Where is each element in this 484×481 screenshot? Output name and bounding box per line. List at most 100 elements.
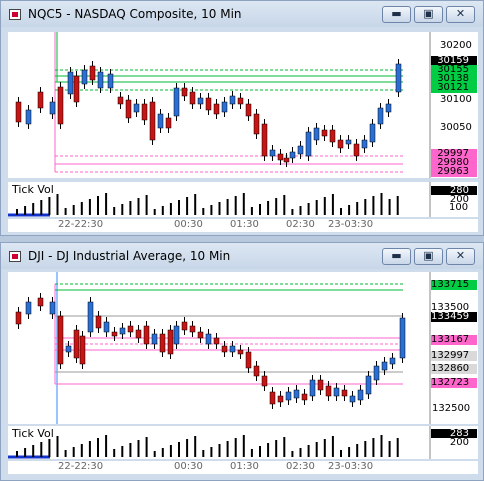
title-bar[interactable]: NQC5 - NASDAQ Composite, 10 Min ▬ ▣ ✕ — [1, 1, 483, 27]
volume-bar — [315, 200, 318, 215]
candle-body — [173, 325, 180, 345]
candle-body — [245, 351, 252, 369]
candle-body — [369, 123, 376, 143]
candle-body — [37, 91, 44, 109]
candle-body — [365, 375, 372, 395]
candle-body — [237, 349, 244, 355]
volume-bar — [113, 207, 116, 215]
candle-body — [253, 113, 260, 135]
candle-body — [373, 365, 380, 381]
candle-body — [127, 325, 134, 333]
candle-body — [165, 117, 172, 129]
price-plot[interactable]: 132500 133715 133500 133459 133167 132997 132… — [8, 272, 478, 424]
candle-body — [37, 297, 44, 307]
volume-bar — [194, 436, 197, 457]
title-bar[interactable]: DJI - DJ Industrial Average, 10 Min ▬ ▣ … — [1, 243, 483, 269]
minimize-button[interactable]: ▬ — [382, 6, 411, 23]
time-label: 22-22:30 — [58, 219, 104, 230]
volume-bar — [348, 447, 351, 457]
volume-bar — [299, 448, 302, 457]
minimize-button[interactable]: ▬ — [382, 248, 411, 265]
candle-body — [297, 145, 304, 155]
candle-body — [95, 315, 102, 329]
volume-bar — [250, 449, 253, 457]
volume-bars — [8, 426, 431, 459]
volume-panel[interactable]: Tick Vol 280 200 100 — [8, 182, 478, 217]
candle-body — [159, 333, 166, 353]
close-button[interactable]: ✕ — [446, 6, 475, 23]
volume-bar — [396, 196, 399, 215]
volume-bar — [283, 195, 286, 215]
volume-bar — [56, 436, 59, 457]
candle-body — [25, 109, 32, 125]
volume-title: Tick Vol — [12, 427, 54, 440]
y-tick: 30050 — [440, 122, 472, 133]
volume-bar — [259, 446, 261, 457]
candle-body — [167, 329, 174, 355]
candle-body — [213, 337, 220, 345]
volume-bar — [340, 208, 342, 215]
y-tick: 132500 — [432, 403, 471, 414]
candle-body — [337, 139, 344, 149]
candle-body — [277, 395, 284, 403]
candle-body — [309, 379, 316, 397]
volume-bar — [331, 194, 334, 215]
window-title: NQC5 - NASDAQ Composite, 10 Min — [28, 7, 242, 21]
price-plot[interactable]: 30200 30100 30050 30159 30155 30138 30121 29… — [8, 32, 478, 178]
candle-body — [79, 335, 86, 365]
candle-body — [149, 101, 156, 141]
volume-bar — [234, 196, 237, 215]
volume-bar — [145, 195, 148, 215]
price-level-tag: 29963 — [431, 167, 477, 177]
candle-body — [325, 385, 332, 397]
candle-body — [49, 101, 56, 115]
volume-bar — [153, 451, 156, 457]
volume-panel[interactable]: Tick Vol 283 200 — [8, 426, 478, 459]
candle-body — [157, 113, 164, 129]
volume-bar — [16, 209, 18, 215]
volume-bar — [72, 447, 75, 457]
candle-body — [103, 321, 110, 333]
volume-bar — [380, 435, 383, 457]
candle-body — [361, 139, 368, 149]
volume-bar — [226, 199, 229, 215]
candle-body — [49, 301, 56, 315]
volume-bar — [323, 197, 326, 215]
time-label: 23-03:30 — [328, 461, 374, 472]
volume-value-tag: 283 — [431, 429, 477, 439]
candle-body — [399, 317, 406, 359]
plot-area — [8, 32, 431, 178]
volume-bar — [40, 200, 43, 215]
candle-body — [381, 361, 388, 371]
volume-bar — [348, 205, 351, 215]
volume-bar — [259, 204, 261, 215]
price-level-tag: 133500 — [431, 303, 477, 313]
volume-bars — [8, 182, 431, 217]
time-label: 23-03:30 — [328, 219, 374, 230]
close-button[interactable]: ✕ — [446, 248, 475, 265]
volume-bar — [105, 193, 108, 215]
candle-body — [229, 95, 236, 105]
volume-bar — [364, 441, 367, 457]
price-level-tag: 133167 — [431, 335, 477, 345]
candle-body — [345, 139, 352, 145]
time-label: 01:30 — [230, 461, 259, 472]
volume-value-tag: 200 — [431, 195, 477, 205]
maximize-button[interactable]: ▣ — [414, 6, 443, 23]
volume-bar — [145, 437, 148, 457]
volume-bar — [24, 206, 27, 215]
volume-bar — [80, 202, 83, 215]
volume-bar — [267, 201, 270, 215]
candle-body — [97, 71, 104, 89]
volume-bar — [121, 204, 124, 215]
volume-bar — [137, 198, 140, 215]
chart-app-icon — [9, 251, 21, 262]
volume-tick: 100 — [449, 202, 469, 213]
time-label: 00:30 — [174, 219, 203, 230]
maximize-button[interactable]: ▣ — [414, 248, 443, 265]
candle-body — [135, 329, 142, 339]
volume-bar — [364, 199, 367, 215]
candle-body — [181, 87, 188, 97]
volume-value-tag: 200 — [431, 438, 477, 448]
volume-bar — [275, 440, 278, 457]
